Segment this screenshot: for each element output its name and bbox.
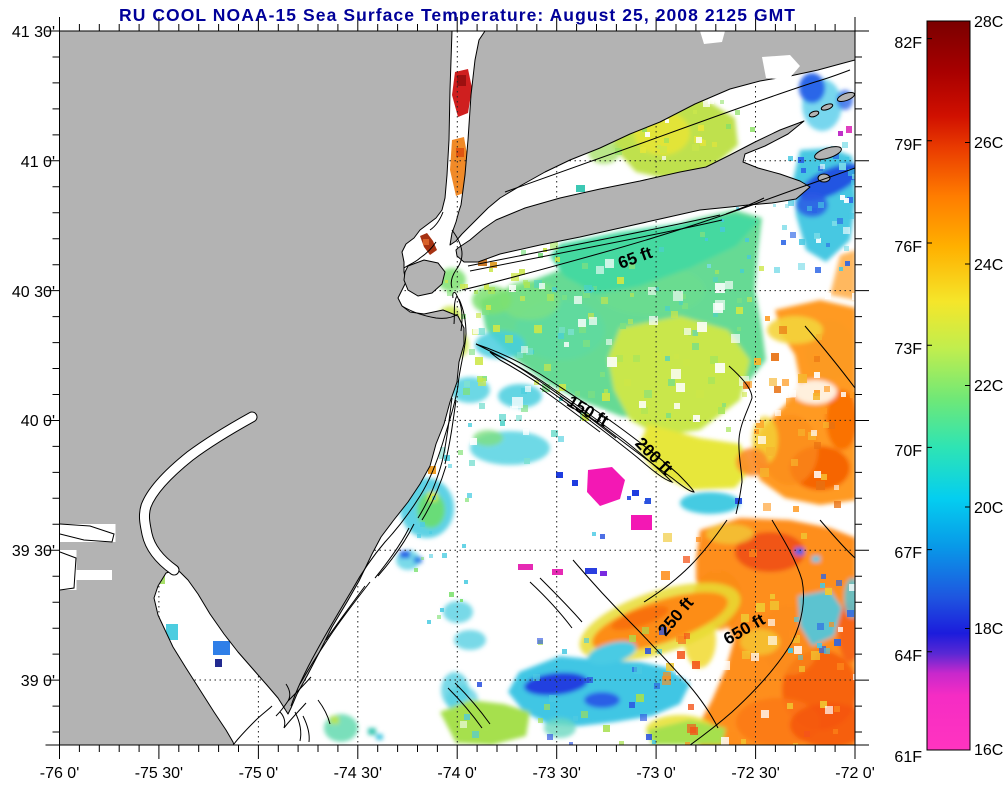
svg-text:-75 0': -75 0'	[239, 765, 279, 782]
svg-text:26C: 26C	[974, 135, 1003, 152]
svg-text:41 0': 41 0'	[21, 154, 55, 171]
svg-text:-72 0': -72 0'	[835, 765, 875, 782]
svg-text:82F: 82F	[894, 35, 922, 52]
svg-text:16C: 16C	[974, 742, 1003, 759]
svg-text:-76 0': -76 0'	[40, 765, 80, 782]
svg-text:20C: 20C	[974, 500, 1003, 517]
svg-text:-74 30': -74 30'	[334, 765, 382, 782]
svg-text:-72 30': -72 30'	[731, 765, 779, 782]
svg-text:39 30': 39 30'	[12, 543, 55, 560]
svg-text:-73 30': -73 30'	[532, 765, 580, 782]
svg-text:39 0': 39 0'	[21, 673, 55, 690]
svg-text:-73 0': -73 0'	[636, 765, 676, 782]
svg-text:24C: 24C	[974, 257, 1003, 274]
svg-text:RU COOL NOAA-15 Sea Surface: RU COOL NOAA-15 Sea Surface Temperature:…	[119, 5, 795, 25]
svg-text:70F: 70F	[894, 443, 922, 460]
svg-text:76F: 76F	[894, 239, 922, 256]
svg-text:18C: 18C	[974, 621, 1003, 638]
svg-text:-75 30': -75 30'	[135, 765, 183, 782]
svg-text:41 30': 41 30'	[12, 24, 55, 41]
svg-text:64F: 64F	[894, 648, 922, 665]
svg-text:40 30': 40 30'	[12, 284, 55, 301]
svg-text:67F: 67F	[894, 545, 922, 562]
svg-text:61F: 61F	[894, 749, 922, 766]
svg-text:22C: 22C	[974, 378, 1003, 395]
svg-text:79F: 79F	[894, 137, 922, 154]
svg-text:28C: 28C	[974, 14, 1003, 31]
svg-text:40 0': 40 0'	[21, 413, 55, 430]
svg-text:73F: 73F	[894, 341, 922, 358]
svg-text:-74 0': -74 0'	[437, 765, 477, 782]
